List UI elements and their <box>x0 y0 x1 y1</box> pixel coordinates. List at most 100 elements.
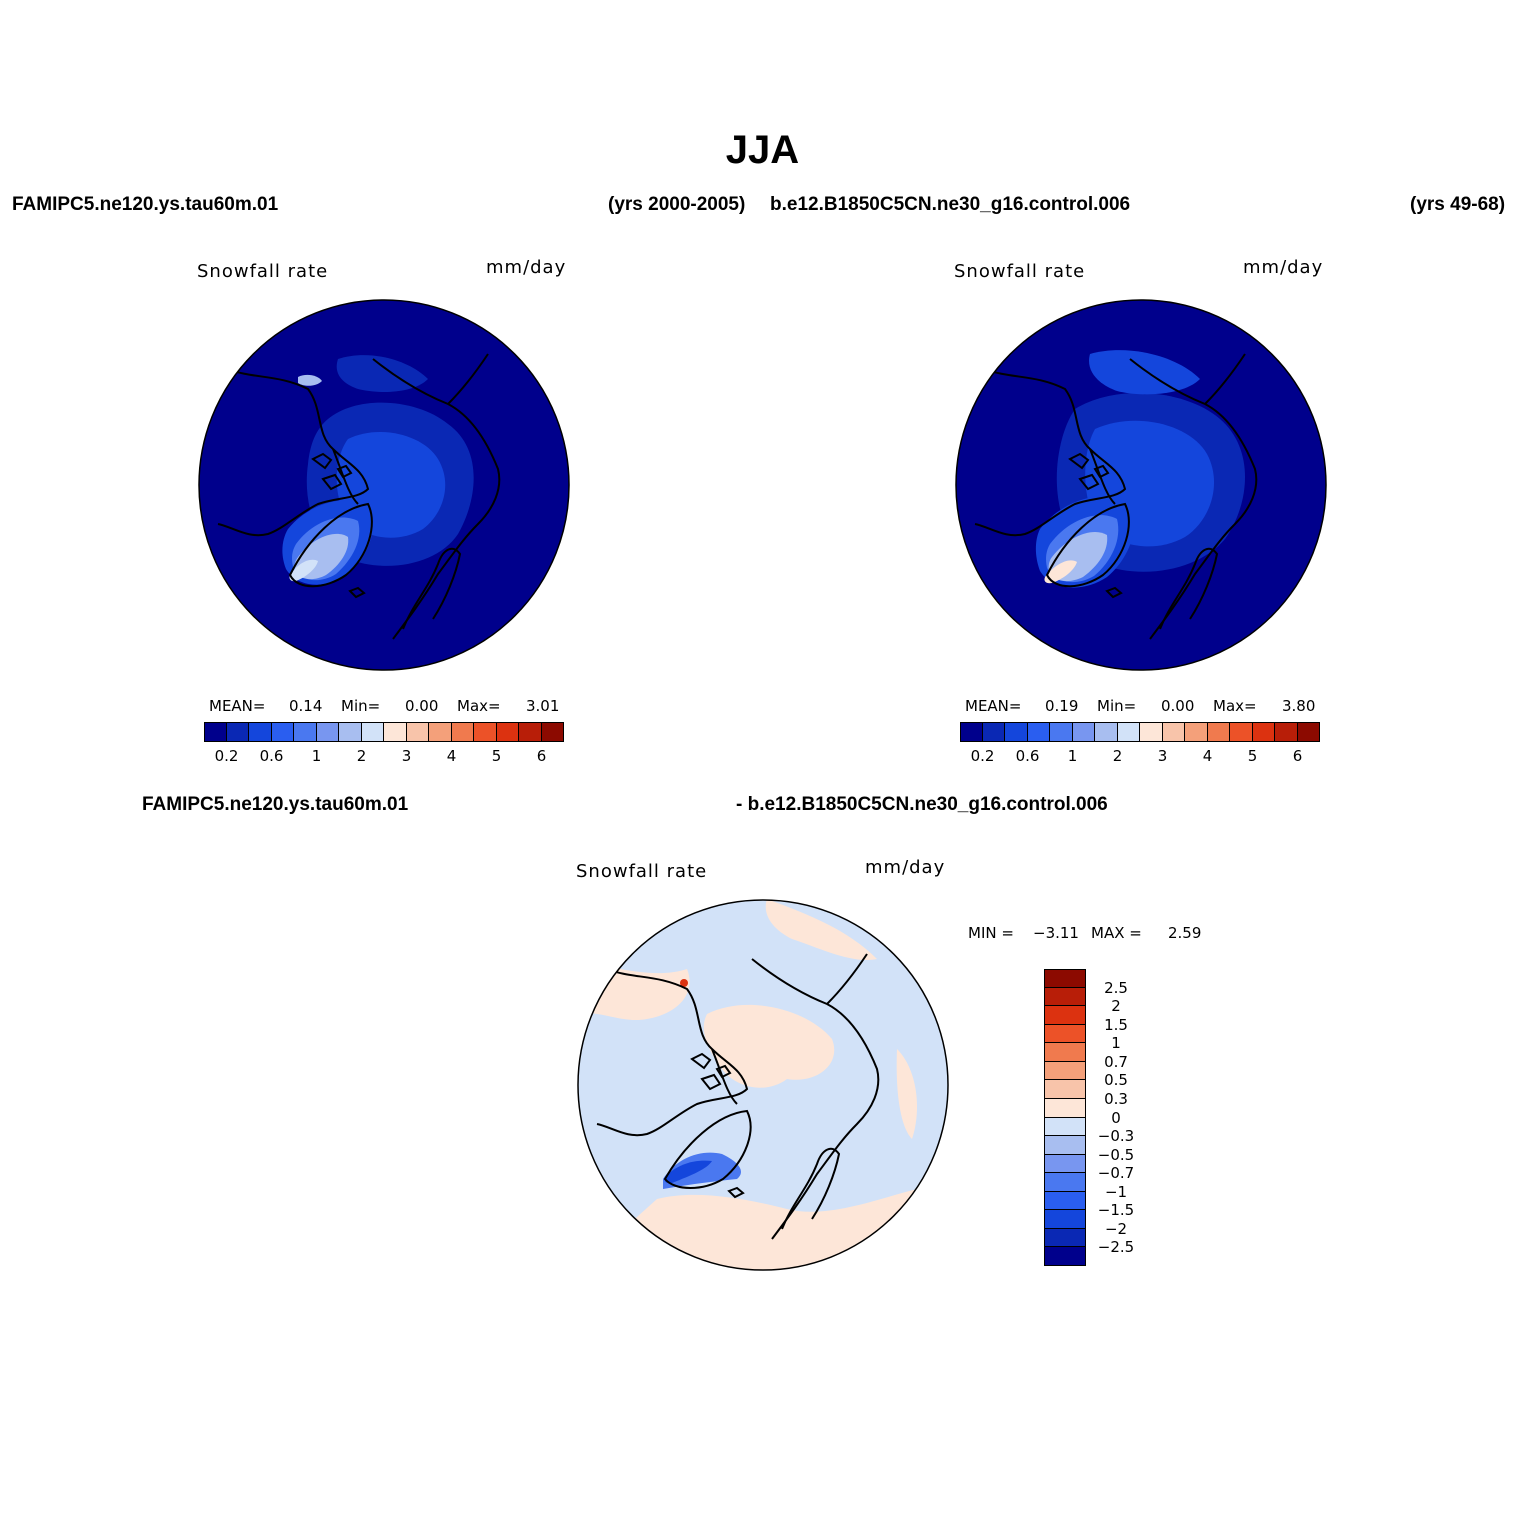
colorbar-swatch <box>496 722 519 742</box>
panel2-min: 0.00 <box>1161 697 1195 715</box>
colorbar-swatch <box>451 722 474 742</box>
panel2-variable: Snowfall rate <box>954 261 1086 282</box>
panel2-mean: 0.19 <box>1045 697 1079 715</box>
map1-coast-islands <box>311 452 366 599</box>
colorbar-swatch <box>1044 1191 1086 1211</box>
colorbar-tick-label: 0.6 <box>259 747 284 765</box>
diff-pos-east <box>896 1049 917 1139</box>
colorbar-swatch <box>1044 1117 1086 1137</box>
colorbar-tick-label: 0 <box>1111 1108 1121 1127</box>
panel1-min: 0.00 <box>405 697 439 715</box>
colorbar-panel1 <box>204 722 564 742</box>
colorbar-tick-label: 2 <box>1112 747 1123 765</box>
diff-coast-greenland <box>663 1109 752 1189</box>
colorbar-swatch <box>1230 722 1253 742</box>
diff-coast-eurasia <box>751 953 880 1240</box>
map-diff <box>577 899 949 1271</box>
colorbar-tick-label: 2 <box>356 747 367 765</box>
colorbar-swatch <box>429 722 452 742</box>
colorbar-swatch <box>541 722 564 742</box>
colorbar-tick-label: 5 <box>1247 747 1258 765</box>
colorbar-swatch <box>1044 1024 1086 1044</box>
map2-greenland-edge <box>1044 560 1077 584</box>
colorbar-swatch <box>982 722 1005 742</box>
map1-coast-north-america <box>217 368 370 537</box>
colorbar-swatch <box>1044 1061 1086 1081</box>
colorbar-tick-label: 3 <box>1157 747 1168 765</box>
diff-variable: Snowfall rate <box>576 861 708 882</box>
colorbar-swatch <box>474 722 497 742</box>
colorbar-swatch <box>1044 1006 1086 1025</box>
colorbar-swatch <box>204 722 227 742</box>
colorbar-swatch <box>1044 1136 1086 1155</box>
colorbar-tick-label: 0.3 <box>1104 1089 1128 1108</box>
colorbar-diff <box>1044 969 1086 1266</box>
colorbar-swatch <box>384 722 407 742</box>
colorbar-swatch <box>1044 1173 1086 1192</box>
colorbar-swatch <box>1117 722 1140 742</box>
colorbar-swatch <box>226 722 249 742</box>
diff-coast-north-america <box>596 968 749 1137</box>
colorbar-swatch <box>271 722 294 742</box>
diff-max: 2.59 <box>1168 924 1202 942</box>
colorbar-swatch <box>406 722 429 742</box>
panel2-units: mm/day <box>1243 257 1324 278</box>
colorbar-swatch <box>1027 722 1050 742</box>
colorbar-swatch <box>1044 1043 1086 1062</box>
colorbar-swatch <box>1207 722 1230 742</box>
diff-hot-spot <box>680 979 688 987</box>
diff-max-label: MAX = <box>1091 924 1142 942</box>
panel1-units: mm/day <box>486 257 567 278</box>
colorbar-swatch <box>1044 1098 1086 1118</box>
diff-case-right: - b.e12.B1850C5CN.ne30_g16.control.006 <box>736 794 1108 815</box>
diff-min: −3.11 <box>1033 924 1079 942</box>
map1-coast-eurasia <box>372 353 501 640</box>
colorbar-tick-label: 6 <box>536 747 547 765</box>
colorbar-tick-label: −2.5 <box>1097 1238 1135 1257</box>
panel1-min-label: Min= <box>341 697 381 715</box>
map1-greenland-edge <box>289 559 318 582</box>
map-panel1 <box>198 299 570 671</box>
diff-pos-arctic <box>703 1004 835 1088</box>
colorbar-tick-label: 1.5 <box>1104 1015 1128 1034</box>
colorbar-tick-label: −2 <box>1104 1219 1128 1238</box>
diff-case-left: FAMIPC5.ne120.ys.tau60m.01 <box>142 794 409 815</box>
colorbar-swatch <box>519 722 542 742</box>
colorbar-tick-label: 2.5 <box>1104 978 1128 997</box>
diff-units: mm/day <box>865 857 946 878</box>
diff-min-label: MIN = <box>968 924 1014 942</box>
colorbar-swatch <box>1095 722 1118 742</box>
colorbar-swatch <box>361 722 384 742</box>
map2-coast-greenland <box>1045 502 1130 588</box>
colorbar-tick-label: 1 <box>311 747 322 765</box>
colorbar-swatch <box>1005 722 1028 742</box>
colorbar-tick-label: 4 <box>1202 747 1213 765</box>
colorbar-tick-label: 3 <box>401 747 412 765</box>
case2-years: (yrs 49-68) <box>1410 194 1506 215</box>
panel1-variable: Snowfall rate <box>197 261 329 282</box>
diff-pos-north <box>765 900 877 960</box>
colorbar-swatch <box>316 722 339 742</box>
colorbar-swatch <box>1044 987 1086 1007</box>
colorbar-tick-label: −0.3 <box>1097 1127 1135 1146</box>
map-panel2 <box>955 299 1327 671</box>
colorbar-tick-label: 0.2 <box>214 747 239 765</box>
panel2-max: 3.80 <box>1282 697 1316 715</box>
page-title: JJA <box>725 128 800 172</box>
panel1-max-label: Max= <box>457 697 501 715</box>
colorbar-tick-label: −1 <box>1104 1182 1128 1201</box>
diff-coast-scandinavia <box>781 1147 841 1230</box>
colorbar-swatch <box>1044 1210 1086 1229</box>
colorbar-swatch <box>1162 722 1185 742</box>
map2-coast-scandinavia <box>1159 547 1219 630</box>
colorbar-swatch <box>249 722 272 742</box>
panel1-mean: 0.14 <box>289 697 323 715</box>
map2-coast-islands <box>1068 452 1123 599</box>
colorbar-tick-label: −1.5 <box>1097 1201 1135 1220</box>
colorbar-swatch <box>960 722 983 742</box>
colorbar-swatch <box>1044 1247 1086 1266</box>
panel2-max-label: Max= <box>1213 697 1257 715</box>
map2-siberia-band <box>1089 350 1200 395</box>
colorbar-tick-label: 0.6 <box>1015 747 1040 765</box>
colorbar-tick-label: −0.5 <box>1097 1145 1135 1164</box>
